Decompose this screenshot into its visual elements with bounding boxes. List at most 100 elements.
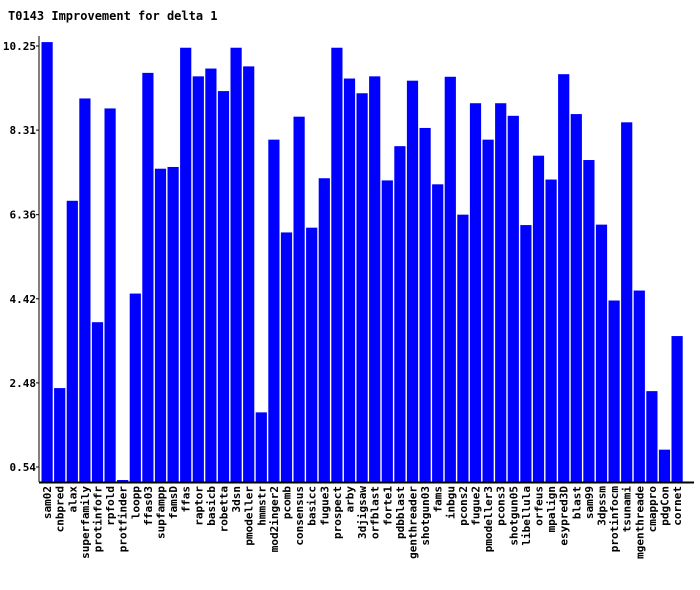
bar-basicb: [205, 68, 217, 483]
x-category-label: pdgCon: [659, 486, 672, 526]
x-category-label: mpalign: [545, 486, 558, 532]
x-category-label: 3dpssm: [596, 486, 609, 526]
x-category-label: fugue3: [318, 486, 331, 526]
bar-mpalign: [545, 179, 557, 483]
x-category-label: mod2inger2: [268, 486, 281, 552]
bar-genthreader: [406, 80, 419, 482]
x-category-label: cmappro: [646, 486, 659, 533]
x-category-label: blast: [570, 486, 583, 519]
bar-shotgun05: [507, 115, 519, 482]
x-category-label: sam02: [41, 486, 54, 519]
x-category-label: ffas03: [142, 486, 155, 526]
bar-pdbblast: [394, 146, 406, 482]
bar-rpfold: [104, 108, 116, 483]
x-category-label: libellula: [520, 486, 533, 546]
x-category-label: orfeus: [533, 486, 546, 526]
bar-pmodeller: [243, 66, 255, 482]
x-category-label: loopp: [129, 486, 142, 519]
bar-shotgun03: [419, 127, 431, 482]
bar-tsunami: [621, 122, 633, 482]
bar-fugue2: [469, 103, 482, 482]
x-category-label: pmodeller3: [482, 486, 495, 552]
x-category-label: superfamily: [79, 486, 92, 559]
bar-3djigsaw: [356, 93, 368, 482]
bar-3dsn: [230, 47, 242, 482]
chart-title: T0143 Improvement for delta 1: [8, 9, 218, 23]
bar-sam02: [41, 42, 53, 482]
bar-3dpssm: [595, 224, 608, 482]
bar-pcons2: [457, 214, 469, 482]
x-category-label: tsunami: [621, 486, 634, 533]
x-category-label: pcons2: [457, 486, 470, 526]
y-tick-label: 4.42: [10, 293, 37, 306]
bar-superfamily: [79, 98, 91, 483]
bar-cmappro: [646, 391, 658, 482]
x-category-label: raptor: [192, 486, 205, 526]
x-category-label: inbgu: [444, 486, 457, 519]
x-category-label: basicb: [205, 486, 218, 526]
x-category-label: cnbpred: [54, 486, 67, 532]
bar-ffas: [180, 47, 192, 482]
x-category-label: alax: [66, 486, 79, 513]
bar-esypred3D: [558, 74, 570, 483]
bar-consensus: [293, 116, 305, 483]
x-category-label: famsD: [167, 486, 180, 519]
bar-protinfocm: [608, 300, 620, 482]
bar-mod2inger2: [268, 139, 280, 482]
bar-cnbpred: [54, 388, 66, 482]
x-category-label: orfblast: [369, 486, 382, 539]
x-category-label: consensus: [293, 486, 306, 546]
x-category-label: rpfold: [104, 486, 117, 526]
x-category-label: sam99: [583, 486, 596, 519]
x-category-label: shotgun03: [419, 486, 432, 546]
x-category-label: protinfocm: [608, 486, 621, 553]
y-tick-label: 2.48: [10, 377, 37, 390]
x-category-label: esypred3D: [558, 486, 571, 546]
bar-pdgCon: [658, 449, 671, 482]
bar-fams: [432, 184, 444, 482]
y-tick-label: 10.25: [3, 40, 36, 53]
x-category-label: basicc: [306, 486, 319, 526]
bar-basicc: [306, 227, 318, 482]
bar-famsD: [167, 166, 179, 482]
x-category-label: fams: [432, 486, 445, 513]
x-category-label: prospect: [331, 486, 344, 539]
bar-arby: [343, 78, 356, 483]
x-category-label: pdbblast: [394, 486, 407, 539]
x-category-label: robetta: [218, 486, 231, 532]
y-tick-label: 6.36: [10, 209, 37, 222]
bar-pmodeller3: [482, 139, 494, 482]
bar-loopp: [129, 293, 141, 482]
x-category-label: protfinder: [117, 486, 130, 553]
bar-mgenthreade: [633, 290, 645, 482]
x-category-label: hmmstr: [255, 486, 268, 526]
y-tick-label: 8.31: [10, 124, 37, 137]
bar-pcons3: [495, 103, 507, 482]
bar-forte1: [381, 180, 393, 482]
bar-protinfofr: [91, 322, 104, 482]
x-category-label: ffas: [180, 486, 193, 513]
bar-blast: [570, 114, 582, 482]
x-category-label: fugue2: [470, 486, 483, 526]
bar-libellula: [520, 225, 532, 482]
x-category-label: protinfofr: [92, 486, 105, 553]
y-tick-label: 0.54: [10, 461, 37, 474]
x-category-label: pcons3: [495, 486, 508, 526]
x-category-label: pcomb: [281, 486, 294, 519]
x-category-label: pmodeller: [243, 486, 256, 546]
bar-alax: [66, 200, 78, 483]
x-category-label: mgenthreade: [633, 486, 646, 559]
x-category-label: forte1: [381, 486, 394, 526]
x-category-label: genthreader: [407, 486, 420, 559]
bar-pcomb: [280, 232, 293, 482]
bar-protfinder: [117, 480, 129, 482]
x-category-label: shotgun05: [507, 486, 520, 546]
x-category-label: 3dsn: [230, 486, 243, 513]
bar-robetta: [217, 91, 230, 482]
x-category-label: cornet: [671, 486, 684, 526]
bar-cornet: [671, 336, 683, 482]
x-category-label: 3djigsaw: [356, 486, 369, 539]
x-category-label: supfampp: [155, 486, 168, 539]
bar-hmmstr: [255, 412, 267, 482]
bar-fugue3: [318, 178, 330, 483]
